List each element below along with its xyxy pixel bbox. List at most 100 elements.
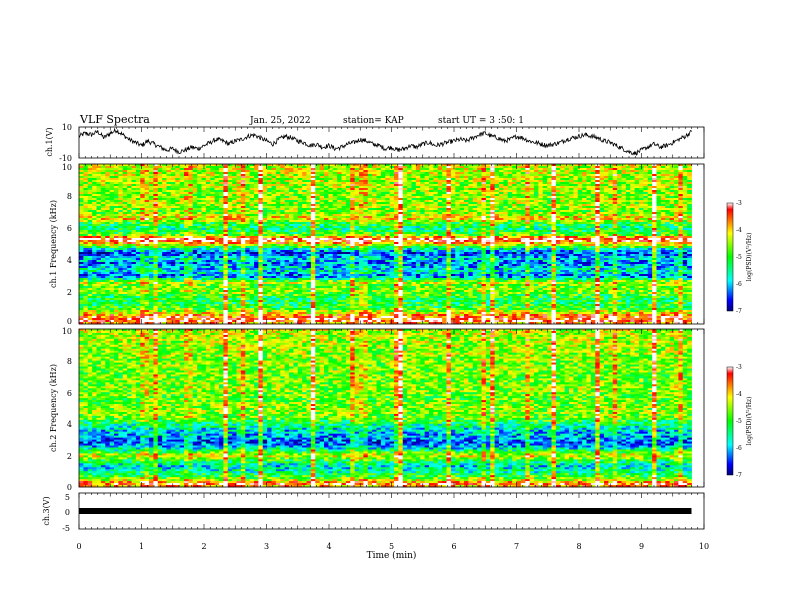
spec1-cell-656 <box>499 172 504 175</box>
spec1-cell-2194 <box>490 194 496 197</box>
spec1-cell-3169 <box>468 208 474 211</box>
spec1-cell-1117 <box>678 178 684 181</box>
spec1-cell-1331 <box>389 182 395 185</box>
spec1-cell-2858 <box>332 204 338 207</box>
spec1-cell-3319 <box>512 210 517 213</box>
spec1-cell-1859 <box>249 190 255 193</box>
spec1-cell-2548 <box>201 200 207 203</box>
spec1-cell-89 <box>468 164 474 167</box>
spec1-cell-1403 <box>92 184 97 187</box>
ch1-ytick-bottom: -10 <box>59 154 72 163</box>
spec1-cell-3168 <box>464 208 469 211</box>
spec1-cell-2650 <box>647 200 653 203</box>
spec1-cell-1614 <box>402 186 408 189</box>
spec1-cell-39 <box>249 164 255 167</box>
spec1-cell-2306 <box>367 196 373 199</box>
spec1-cell-631 <box>389 172 395 175</box>
spec1-cell-2069 <box>555 192 561 195</box>
spec1-cell-2180 <box>429 194 434 197</box>
spec1-cell-2999 <box>337 206 342 209</box>
spec1-cell-828 <box>639 174 644 177</box>
spec1-cell-3039 <box>512 206 517 209</box>
spec1-cell-1988 <box>201 192 207 195</box>
spec1-cell-221 <box>433 166 439 169</box>
spec1-cell-2222 <box>612 194 618 197</box>
spec1-cell-2941 <box>83 206 89 209</box>
spec1-cell-3584 <box>446 214 452 217</box>
spec1-cell-3535 <box>232 214 237 217</box>
spec1-cell-2694 <box>227 202 233 205</box>
spec1-cell-2260 <box>166 196 172 199</box>
spec1-cell-627 <box>372 172 377 175</box>
spec1-cell-493 <box>398 170 404 173</box>
spec1-cell-825 <box>625 174 631 177</box>
spec1-cell-2418 <box>245 198 251 201</box>
spec1-cell-600 <box>254 172 259 175</box>
spec1-cell-3258 <box>245 210 251 213</box>
spec1-cell-31 <box>214 164 220 167</box>
spec1-cell-1980 <box>166 192 172 195</box>
spec1-cell-1462 <box>350 184 356 187</box>
spec1-cell-1603 <box>354 186 360 189</box>
spec1-cell-418 <box>682 168 688 171</box>
spec1-cell-2686 <box>192 202 198 205</box>
spec1-cell-1146 <box>192 180 198 183</box>
spec1-cell-2329 <box>468 196 474 199</box>
spec1-cell-1931 <box>564 190 570 193</box>
spec1-cell-955 <box>582 176 587 179</box>
spec1-cell-241 <box>520 166 526 169</box>
spec1-cell-3343 <box>617 210 622 213</box>
spec1-cell-3298 <box>420 210 426 213</box>
spec1-cell-2153 <box>310 194 316 197</box>
spec1-cell-119 <box>599 164 605 167</box>
spec1-cell-2368 <box>639 196 644 199</box>
spec1-cell-1660 <box>604 186 609 189</box>
spec1-cell-2065 <box>538 192 544 195</box>
spec1-cell-996 <box>149 178 154 181</box>
spec1-cell-2264 <box>184 196 189 199</box>
spec1-cell-2099 <box>687 192 692 195</box>
spec1-cell-201 <box>345 166 351 169</box>
spec1-cell-2406 <box>192 198 198 201</box>
spec1-cell-628 <box>376 172 382 175</box>
spec1-cell-2210 <box>560 194 566 197</box>
spec1-cell-1101 <box>608 178 614 181</box>
spec1-cell-659 <box>512 172 517 175</box>
spec1-cell-2848 <box>289 204 294 207</box>
spec1-cell-1143 <box>179 180 185 183</box>
spec1-cell-1902 <box>437 190 443 193</box>
spec1-cell-2758 <box>507 202 513 205</box>
spec1-cell-2782 <box>612 202 618 205</box>
spec1-cell-2235 <box>669 194 675 197</box>
spec1-cell-405 <box>625 168 631 171</box>
spec1-cell-892 <box>306 176 312 179</box>
spec1-cell-1478 <box>420 184 426 187</box>
spec1-cell-1034 <box>315 178 321 181</box>
spec1-cell-3201 <box>608 208 614 211</box>
spec1-cell-1542 <box>87 186 93 189</box>
spec1-cell-1909 <box>468 190 474 193</box>
spec1-cell-2507 <box>634 198 640 201</box>
spec1-cell-1562 <box>175 186 181 189</box>
spec1-cell-2672 <box>131 202 137 205</box>
spec1-cell-824 <box>621 174 627 177</box>
spec1-cell-1045 <box>363 178 369 181</box>
spec1-cell-3318 <box>507 210 513 213</box>
spec1-cell-214 <box>402 166 408 169</box>
spec1-cell-2365 <box>625 196 631 199</box>
spec1-cell-3641 <box>83 216 89 219</box>
spec1-cell-1578 <box>245 186 251 189</box>
spec1-cell-2079 <box>599 192 605 195</box>
spec1-cell-1630 <box>472 186 478 189</box>
spec1-cell-2904 <box>534 204 539 207</box>
spec1-cell-2834 <box>227 204 233 207</box>
spec1-cell-369 <box>468 168 474 171</box>
spec1-cell-1566 <box>192 186 198 189</box>
spec1-cell-2639 <box>599 200 605 203</box>
spec1-cell-1823 <box>92 190 97 193</box>
spec1-cell-2387 <box>109 198 115 201</box>
spec1-cell-2364 <box>621 196 627 199</box>
spec1-cell-3510 <box>122 214 128 217</box>
spec1-cell-961 <box>608 176 614 179</box>
spec1-cell-2893 <box>485 204 491 207</box>
